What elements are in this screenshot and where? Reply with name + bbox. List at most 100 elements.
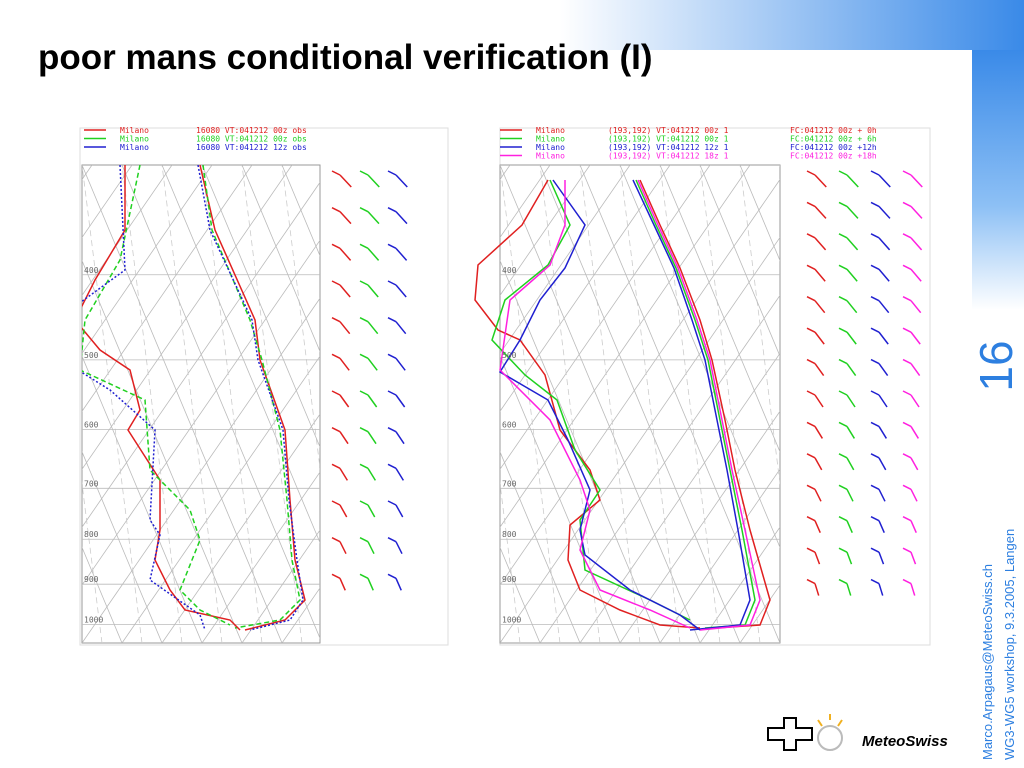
wind-barb xyxy=(878,551,885,565)
wind-barb xyxy=(339,321,351,335)
dry-adiabat xyxy=(281,165,320,257)
wind-barb xyxy=(367,321,379,335)
wind-barb xyxy=(814,583,820,596)
wind-barb xyxy=(367,357,378,371)
wind-barb xyxy=(902,233,912,239)
wind-barb xyxy=(339,211,352,225)
wind-barb xyxy=(910,363,921,377)
wind-barb xyxy=(870,264,880,270)
wind-barb xyxy=(846,457,855,471)
pressure-label: 1000 xyxy=(84,615,103,624)
wind-barb xyxy=(814,426,824,439)
wind-barb xyxy=(387,206,397,213)
isotherm xyxy=(500,165,711,470)
wind-barb xyxy=(846,237,859,251)
wind-barb xyxy=(846,174,859,188)
legend-info: (193,192) VT:041212 00z 1 xyxy=(608,135,729,144)
wind-barb xyxy=(910,174,923,188)
legend-forecast: FC:041212 00z + 6h xyxy=(790,135,877,144)
wind-barb xyxy=(910,205,923,219)
isotherm xyxy=(579,352,780,643)
wind-barb xyxy=(339,394,350,408)
wind-barb xyxy=(838,578,848,585)
grid xyxy=(0,165,320,643)
slide-title: poor mans conditional verification (I) xyxy=(38,38,653,77)
wind-barb xyxy=(870,516,880,522)
isotherm xyxy=(82,297,320,643)
wind-barb xyxy=(367,174,380,188)
isotherm xyxy=(201,471,320,643)
dry-adiabat xyxy=(82,450,163,643)
legend-forecast: FC:041212 00z +12h xyxy=(790,143,877,152)
dry-adiabat xyxy=(0,165,42,643)
wind-barb xyxy=(359,316,369,323)
wind-barb xyxy=(870,484,880,490)
wind-barb xyxy=(846,331,857,345)
wind-barb xyxy=(395,504,404,518)
wind-barb xyxy=(387,353,397,360)
moist-adiabat xyxy=(121,165,183,643)
wind-barb xyxy=(387,243,397,250)
dewpoint-profile xyxy=(499,180,691,629)
wind-barb xyxy=(806,233,816,239)
pressure-label: 600 xyxy=(502,420,517,429)
wind-barb xyxy=(331,426,341,433)
pressure-label: 400 xyxy=(502,266,517,275)
wind-barb xyxy=(814,363,825,377)
moist-adiabat xyxy=(201,165,263,643)
slide-number: 16 xyxy=(970,340,1022,391)
wind-barb xyxy=(339,284,351,298)
wind-barb xyxy=(870,170,880,176)
wind-barb xyxy=(367,284,379,298)
wind-barb xyxy=(870,578,880,585)
grid xyxy=(500,165,780,643)
pressure-label: 600 xyxy=(84,420,99,429)
wind-barb xyxy=(387,390,397,396)
wind-barb xyxy=(846,205,859,219)
dry-adiabat xyxy=(82,259,243,643)
wind-barb xyxy=(814,268,826,282)
temperature-profile xyxy=(632,179,751,631)
pressure-label: 700 xyxy=(502,479,517,488)
dry-adiabat xyxy=(699,165,780,358)
wind-barb xyxy=(806,453,816,459)
wind-barb xyxy=(331,463,341,470)
wind-barb xyxy=(367,394,378,408)
wind-barb xyxy=(359,500,369,506)
logo: MeteoSwiss xyxy=(767,714,948,751)
wind-barb xyxy=(870,453,880,459)
wind-barb xyxy=(870,358,880,365)
wind-barb xyxy=(387,463,397,470)
wind-barb xyxy=(878,331,889,345)
wind-barb xyxy=(806,421,816,428)
legend-name: Milano xyxy=(120,126,149,135)
moist-adiabat xyxy=(161,165,223,643)
pressure-label: 900 xyxy=(502,575,517,584)
wind-barb xyxy=(910,268,922,282)
header-band xyxy=(560,0,1024,50)
dewpoint-profile xyxy=(82,165,241,631)
wind-barb xyxy=(878,205,891,219)
dry-adiabat xyxy=(619,165,780,549)
legend-name: Milano xyxy=(536,152,565,161)
wind-barb xyxy=(339,174,352,188)
dry-adiabat xyxy=(739,165,780,262)
profiles xyxy=(474,179,771,631)
wind-barb xyxy=(902,264,912,270)
wind-barb xyxy=(331,316,341,323)
wind-barb xyxy=(359,170,369,176)
wind-barb xyxy=(359,353,369,360)
wind-barb xyxy=(359,390,369,396)
legend-info: (193,192) VT:041212 00z 1 xyxy=(608,126,729,135)
wind-barb xyxy=(910,583,916,596)
wind-barb xyxy=(814,551,821,565)
wind-barb xyxy=(331,280,341,286)
wind-barb xyxy=(339,431,349,445)
isotherm xyxy=(241,529,320,643)
isotherm xyxy=(500,165,591,297)
temperature-profile xyxy=(637,179,761,631)
wind-barb xyxy=(878,457,887,471)
wind-barb xyxy=(814,457,823,471)
wind-barb xyxy=(814,174,827,188)
